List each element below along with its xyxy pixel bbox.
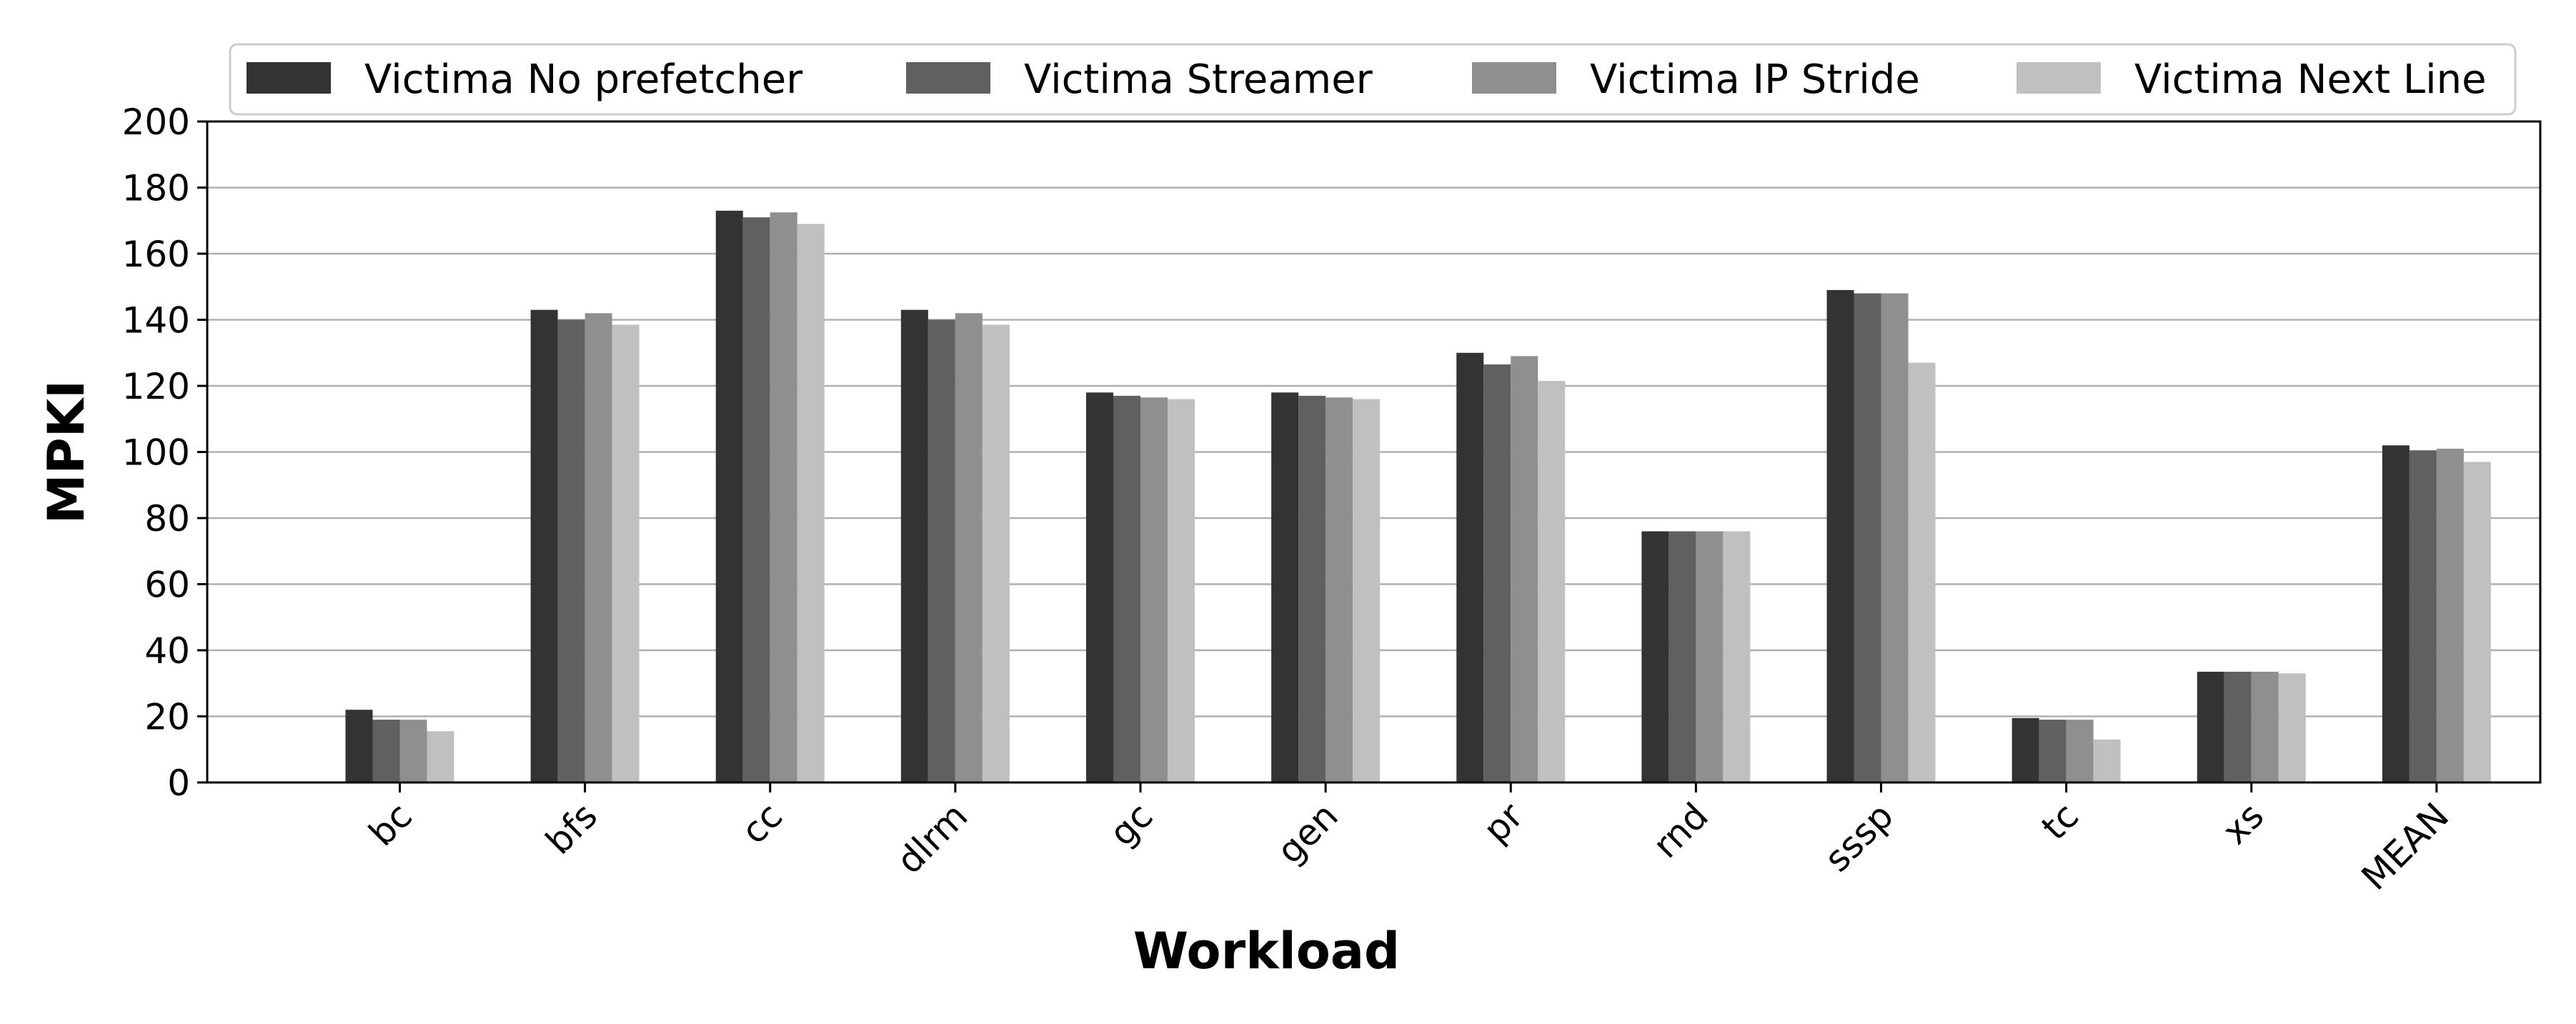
bar-tc-4 (2093, 739, 2121, 782)
bar-bfs-3 (585, 313, 612, 782)
y-tick-label: 180 (122, 168, 190, 209)
x-tick-label: bfs (538, 795, 605, 862)
bar-xs-2 (2224, 672, 2252, 782)
bar-dlrm-4 (982, 324, 1010, 782)
bar-bc-4 (427, 731, 454, 782)
legend-box (229, 43, 2517, 116)
bar-rnd-1 (1641, 531, 1669, 782)
bar-dlrm-1 (900, 309, 928, 782)
bar-dlrm-2 (928, 319, 955, 782)
bar-xs-3 (2251, 672, 2279, 782)
bar-pr-3 (1511, 356, 1538, 782)
legend-swatch (906, 62, 990, 94)
bar-gen-1 (1271, 392, 1299, 782)
y-axis-title: MPKI (37, 380, 96, 524)
x-tick-label: MEAN (2354, 795, 2457, 898)
bar-bc-2 (372, 720, 400, 782)
y-tick-label: 200 (122, 101, 190, 143)
bar-sssp-2 (1854, 293, 1881, 782)
x-tick-label: dlrm (889, 795, 976, 882)
legend: Victima No prefetcher Victima Streamer Vic… (229, 43, 2517, 116)
x-tick-label: rnd (1645, 795, 1716, 866)
bar-MEAN-1 (2382, 445, 2410, 782)
bar-bfs-1 (530, 309, 558, 782)
legend-swatch (1472, 62, 1556, 94)
y-tick-label: 20 (144, 697, 190, 738)
y-axis: 0 20 40 60 80 100 120 140 160 180 200 (122, 101, 207, 804)
bar-cc-4 (797, 224, 825, 782)
x-axis: bc bfs cc dlrm gc gen pr rnd sssp tc xs MEAN (361, 782, 2457, 898)
bar-gc-2 (1113, 395, 1140, 782)
bar-rnd-2 (1669, 531, 1696, 782)
y-tick-label: 120 (122, 366, 190, 407)
bars (345, 210, 2491, 782)
bar-sssp-3 (1881, 293, 1909, 782)
x-tick-label: gc (1102, 795, 1161, 854)
x-tick-label: sssp (1816, 795, 1901, 880)
bar-tc-1 (2011, 717, 2039, 782)
bar-gc-3 (1140, 397, 1168, 782)
bar-MEAN-4 (2463, 462, 2491, 782)
legend-swatch (2016, 62, 2101, 94)
bar-pr-4 (1538, 381, 1566, 782)
bar-cc-1 (715, 210, 743, 782)
x-tick-label: cc (733, 795, 790, 852)
y-tick-label: 40 (144, 630, 190, 672)
legend-label: Victima IP Stride (1590, 56, 1920, 103)
bar-MEAN-2 (2409, 450, 2437, 782)
x-axis-title: Workload (1133, 922, 1400, 980)
bar-sssp-4 (1908, 362, 1936, 782)
bar-xs-1 (2197, 672, 2224, 782)
bar-bfs-2 (557, 319, 585, 782)
bar-gen-2 (1298, 395, 1326, 782)
y-tick-label: 100 (122, 432, 190, 474)
bar-gen-4 (1353, 399, 1381, 782)
bar-gc-1 (1086, 392, 1113, 782)
bar-xs-4 (2278, 673, 2306, 782)
bar-cc-2 (742, 217, 770, 782)
x-tick-label: pr (1476, 795, 1531, 850)
legend-label: Victima No prefetcher (364, 56, 803, 103)
bar-pr-1 (1456, 352, 1484, 782)
y-tick-label: 60 (144, 565, 190, 606)
bar-bc-1 (345, 710, 373, 782)
bar-MEAN-3 (2436, 448, 2464, 782)
x-tick-label: gen (1269, 795, 1346, 872)
bar-rnd-3 (1696, 531, 1724, 782)
x-tick-label: tc (2034, 795, 2087, 847)
bar-rnd-4 (1723, 531, 1751, 782)
bar-cc-3 (770, 212, 797, 782)
legend-label: Victima Next Line (2134, 56, 2487, 103)
x-tick-label: xs (2214, 795, 2272, 852)
bar-bc-3 (399, 720, 427, 782)
legend-label: Victima Streamer (1024, 56, 1373, 103)
bar-gen-3 (1326, 397, 1353, 782)
x-tick-label: bc (361, 795, 420, 854)
bar-tc-3 (2066, 720, 2094, 782)
legend-swatch (247, 62, 331, 94)
y-tick-label: 160 (122, 234, 190, 275)
bar-tc-2 (2039, 720, 2067, 782)
bar-gc-4 (1168, 399, 1195, 782)
bar-sssp-1 (1826, 289, 1854, 782)
bar-dlrm-3 (955, 313, 983, 782)
bar-pr-2 (1483, 364, 1511, 782)
y-tick-label: 140 (122, 300, 190, 342)
bar-bfs-4 (612, 324, 640, 782)
y-tick-label: 80 (144, 498, 190, 540)
y-tick-label: 0 (167, 762, 190, 804)
